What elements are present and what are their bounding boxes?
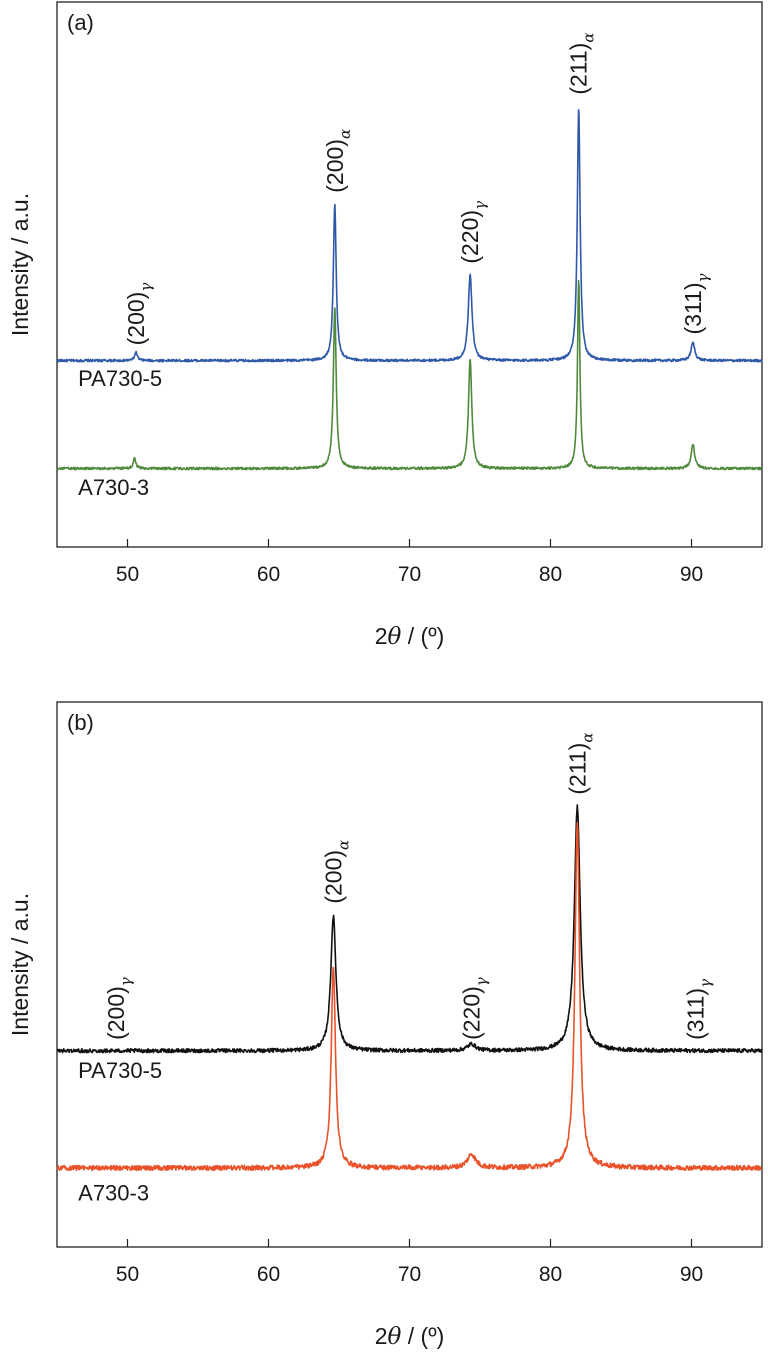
sample-label: PA730-5 [78,366,162,391]
sample-label: PA730-5 [78,1058,162,1083]
peak-annotation-phase: γ [473,977,491,986]
peak-annotation: (220)γ [457,201,489,264]
x-tick-label: 70 [398,563,421,586]
x-axis-title-prefix: 2 [375,1323,388,1349]
x-axis-title-symbol: θ [388,1324,402,1350]
x-tick-label: 60 [257,563,280,586]
x-axis-title-suffix: / (º) [401,1323,444,1349]
peak-annotation-index: (311) [680,282,706,334]
series-line-a730-3 [56,279,763,471]
peak-annotation-phase: γ [117,977,135,986]
panel-label: (a) [67,10,94,35]
x-tick-label: 50 [116,563,139,586]
x-axis-title-suffix: / (º) [401,623,444,649]
panel-label: (b) [67,710,94,735]
peak-annotation-phase: α [578,733,596,743]
peak-annotation-phase: α [334,840,352,850]
x-axis-title: 2θ / (º) [375,1323,445,1350]
peak-annotation: (311)γ [683,979,715,1040]
peak-annotation-index: (211) [566,43,592,95]
x-tick-label: 80 [539,1263,562,1286]
x-tick-label: 90 [680,563,703,586]
peak-annotation-index: (200) [123,292,149,346]
peak-annotation-phase: γ [694,273,712,282]
peak-annotation: (200)γ [103,977,135,1040]
peak-annotation-index: (220) [457,210,483,264]
x-tick-label: 70 [398,1263,421,1286]
peak-annotation-phase: γ [137,283,155,292]
peak-annotation-index: (200) [103,986,129,1040]
peak-annotation-index: (220) [459,986,485,1040]
x-tick-label: 60 [257,1263,280,1286]
peak-annotation-phase: γ [471,201,489,210]
y-axis-title: Intensity / a.u. [7,893,33,1036]
plot-frame [56,1,763,548]
series-line-a730-3 [56,822,763,1172]
x-axis-title-symbol: θ [388,624,402,650]
chart-panel-b: 50 60 70 80 90 2θ / (º) Intensity / a.u. (b) (20… [7,701,763,1350]
peak-annotation-index: (200) [322,139,348,193]
peak-annotation: (220)γ [459,977,491,1040]
chart-panel-a: 50 60 70 80 90 2θ / (º) Intensity / a.u. (a) (20… [7,1,763,650]
sample-label: A730-3 [78,475,149,500]
x-tick-label: 80 [539,563,562,586]
x-axis-title: 2θ / (º) [375,623,445,650]
x-tick-label: 90 [680,1263,703,1286]
series-line-pa730-5 [56,804,763,1054]
peak-annotation: (311)γ [680,273,712,334]
peak-annotation-phase: α [336,129,354,139]
peak-annotation: (200)α [322,129,354,193]
peak-annotation-index: (211) [564,743,590,795]
peak-annotation: (211)α [564,733,596,795]
series-line-pa730-5 [56,109,763,363]
x-tick-label: 50 [116,1263,139,1286]
y-axis-title: Intensity / a.u. [7,193,33,336]
x-axis-title-prefix: 2 [375,623,388,649]
peak-annotation-phase: γ [697,979,715,988]
sample-label: A730-3 [78,1181,149,1206]
peak-annotation-index: (311) [683,988,709,1040]
peak-annotation-phase: α [580,33,598,43]
peak-annotation: (200)γ [123,283,155,346]
peak-annotation: (211)α [566,33,598,95]
peak-annotation-index: (200) [320,850,346,904]
peak-annotation: (200)α [320,840,352,904]
